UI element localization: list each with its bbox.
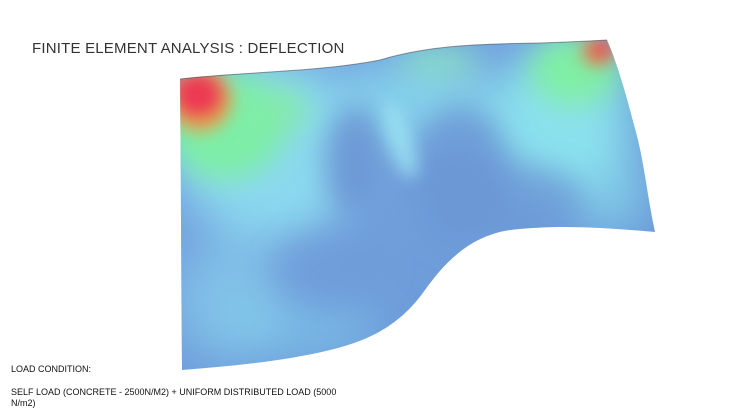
page-title: FINITE ELEMENT ANALYSIS : DEFLECTION — [32, 40, 345, 57]
load-condition-description: SELF LOAD (CONCRETE - 2500N/M2) + UNIFOR… — [11, 387, 337, 408]
load-condition-heading: LOAD CONDITION: — [11, 364, 92, 374]
